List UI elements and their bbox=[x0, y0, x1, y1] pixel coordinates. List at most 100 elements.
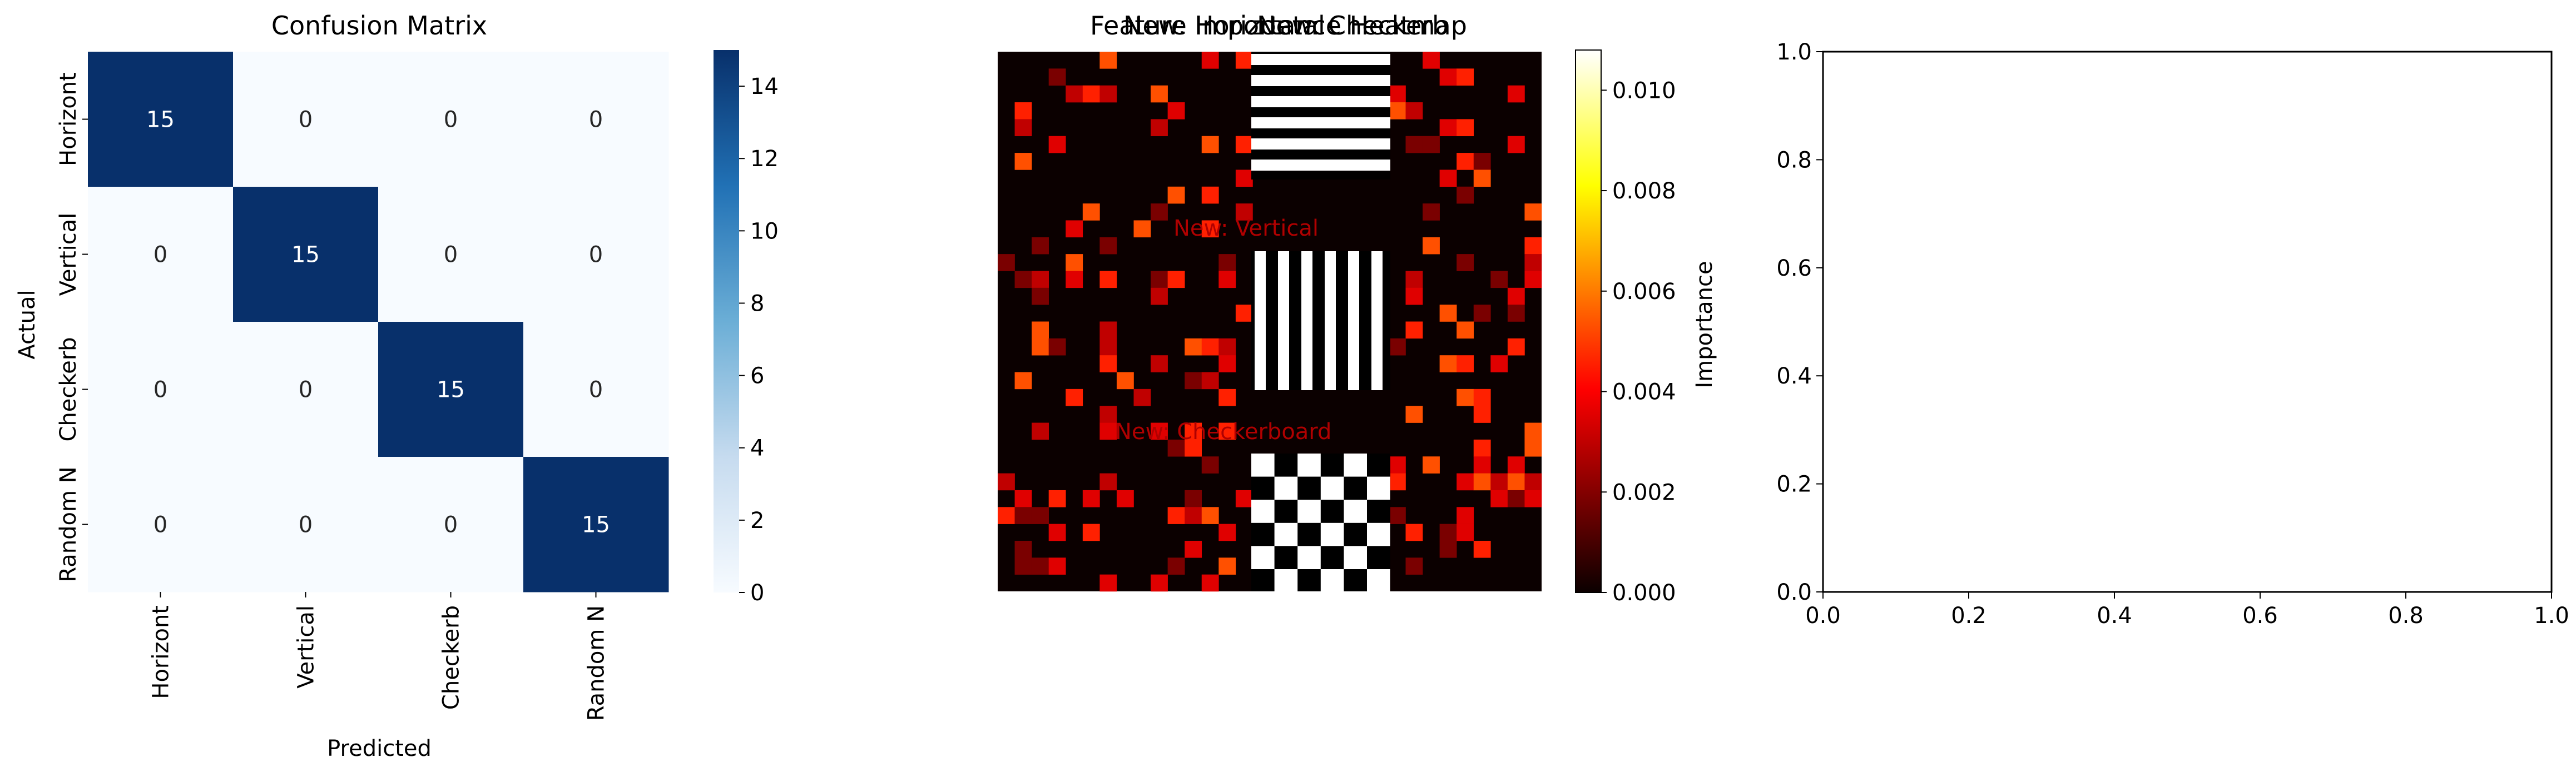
fi-cell bbox=[1423, 203, 1440, 221]
cm-cell-value: 0 bbox=[299, 377, 313, 403]
fi-cell bbox=[1082, 203, 1100, 221]
cm-cells: 15 0 0 0 0 15 0 0 0 0 15 0 0 0 0 15 bbox=[88, 52, 669, 592]
fi-title-new-checkerb: New: Checkerb bbox=[1257, 11, 1448, 41]
fi-cbar-tick-label: 0.008 bbox=[1612, 178, 1676, 204]
fi-cell bbox=[1423, 52, 1440, 69]
inset-checkerboard bbox=[1251, 454, 1390, 591]
checker-square bbox=[1367, 569, 1390, 592]
fi-cell bbox=[1388, 473, 1406, 491]
fi-cell bbox=[1151, 271, 1168, 288]
fi-cell bbox=[1405, 557, 1423, 575]
empty-axes-frame bbox=[1822, 51, 2553, 593]
fi-cell bbox=[1014, 153, 1032, 170]
cm-cell bbox=[378, 322, 524, 457]
fi-cell bbox=[1457, 321, 1474, 339]
ax3-xtick-label: 0.0 bbox=[1805, 603, 1841, 629]
fi-cell bbox=[1388, 456, 1406, 474]
stripe bbox=[1251, 75, 1390, 86]
fi-cell bbox=[1066, 271, 1083, 288]
fi-cell bbox=[1507, 338, 1525, 356]
cm-cell-value: 15 bbox=[146, 107, 175, 133]
checker-square bbox=[1274, 476, 1298, 500]
fi-cell bbox=[1524, 203, 1542, 221]
fi-cell bbox=[1405, 102, 1423, 119]
checker-square bbox=[1367, 522, 1390, 546]
fi-cell bbox=[1507, 85, 1525, 103]
fi-cell bbox=[1167, 271, 1185, 288]
fi-cell bbox=[1218, 557, 1236, 575]
checker-square bbox=[1367, 476, 1390, 500]
fi-cell bbox=[1388, 338, 1406, 356]
fi-cell bbox=[1014, 102, 1032, 119]
fi-inset-images bbox=[1251, 52, 1390, 592]
fi-cell bbox=[1405, 524, 1423, 541]
fi-colorbar bbox=[1575, 49, 1602, 593]
stripe bbox=[1348, 251, 1359, 390]
fi-cell bbox=[1507, 456, 1525, 474]
cm-cell bbox=[523, 52, 669, 187]
cm-xlabel: Predicted bbox=[327, 736, 432, 761]
fi-cell bbox=[998, 507, 1015, 524]
fi-cells bbox=[998, 52, 1542, 592]
checker-square bbox=[1251, 546, 1275, 569]
fi-cell bbox=[1524, 422, 1542, 440]
fi-cell bbox=[1185, 422, 1202, 440]
fi-cell bbox=[1048, 524, 1066, 541]
ax3-ytick-label: 1.0 bbox=[1776, 39, 1812, 65]
fi-cell bbox=[1032, 287, 1049, 305]
fi-cell bbox=[1032, 321, 1049, 339]
checker-square bbox=[1297, 500, 1321, 523]
fi-cell bbox=[1099, 85, 1117, 103]
fi-cell bbox=[1524, 490, 1542, 507]
cm-cell-value: 0 bbox=[444, 242, 458, 268]
fi-cell bbox=[1032, 422, 1049, 440]
fi-cell bbox=[1167, 186, 1185, 204]
cm-cell bbox=[233, 322, 379, 457]
fi-cell bbox=[1218, 355, 1236, 372]
cm-ytick-label: Random N bbox=[56, 466, 81, 582]
fi-cbar-tick-label: 0.006 bbox=[1612, 279, 1676, 305]
fi-cell bbox=[1457, 388, 1474, 406]
stripe bbox=[1255, 251, 1266, 390]
cm-colorbar bbox=[714, 50, 739, 592]
fi-cell bbox=[1099, 52, 1117, 69]
stripe bbox=[1251, 138, 1390, 150]
fi-cell bbox=[1524, 271, 1542, 288]
cm-cell-value: 0 bbox=[444, 512, 458, 538]
cm-cell-value: 0 bbox=[153, 242, 167, 268]
checker-square bbox=[1251, 454, 1275, 477]
fi-cell bbox=[1099, 321, 1117, 339]
fi-cell bbox=[1151, 355, 1168, 372]
fi-cell bbox=[1405, 136, 1423, 153]
stripe bbox=[1251, 117, 1390, 128]
fi-cell bbox=[1185, 490, 1202, 507]
fi-cell bbox=[1457, 153, 1474, 170]
fi-cell bbox=[1099, 574, 1117, 592]
fi-cell bbox=[1116, 372, 1134, 390]
fi-cell bbox=[1185, 540, 1202, 558]
cm-cell-value: 0 bbox=[299, 512, 313, 538]
cm-cbar-tick-label: 4 bbox=[750, 436, 764, 461]
fi-cell bbox=[1151, 287, 1168, 305]
cm-cell bbox=[233, 187, 379, 322]
fi-cell bbox=[1014, 271, 1032, 288]
fi-cbar-tick-label: 0.002 bbox=[1612, 480, 1676, 505]
fi-cell bbox=[1201, 507, 1219, 524]
fi-cell bbox=[1457, 524, 1474, 541]
fi-cell bbox=[1473, 456, 1491, 474]
fi-cell bbox=[1235, 136, 1253, 153]
inset-horizontal-stripes bbox=[1251, 52, 1390, 180]
fi-cell bbox=[1201, 338, 1219, 356]
fi-cell bbox=[1457, 254, 1474, 271]
fi-cell bbox=[1457, 355, 1474, 372]
fi-cell bbox=[1116, 490, 1134, 507]
fi-cell bbox=[1405, 287, 1423, 305]
confusion-matrix-panel: Confusion Matrix 15 0 0 0 0 15 0 0 0 0 15 0 0 0 0 15 Ho… bbox=[14, 11, 779, 761]
cm-cell-value: 0 bbox=[153, 377, 167, 403]
fi-cell bbox=[1490, 490, 1508, 507]
cm-cell bbox=[88, 187, 234, 322]
stripe bbox=[1278, 251, 1289, 390]
fi-cell bbox=[1439, 524, 1457, 541]
fi-cell bbox=[1167, 102, 1185, 119]
cm-cell-value: 0 bbox=[299, 107, 313, 133]
